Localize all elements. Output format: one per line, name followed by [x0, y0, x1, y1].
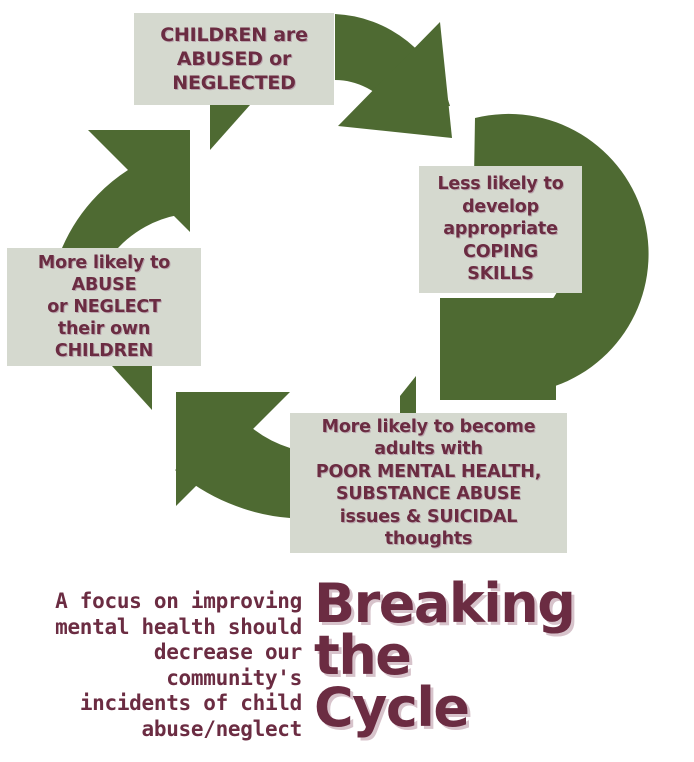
- step-text-line: Less likely to: [437, 174, 564, 195]
- step-text-line: COPING: [463, 241, 538, 262]
- focus-message-line: decrease our: [153, 640, 302, 664]
- focus-message: A focus on improving mental health shoul…: [55, 589, 302, 742]
- step-text-line: SKILLS: [467, 264, 534, 285]
- title-line: Breaking: [314, 572, 576, 635]
- arc-bottom-to-left: [175, 422, 290, 518]
- step-text-line: or NEGLECT: [47, 297, 161, 317]
- step-text-line: More likely to: [37, 253, 171, 273]
- step-text-line: CHILDREN: [54, 341, 154, 361]
- focus-message-line: mental health should: [55, 614, 302, 639]
- step-text-line: adults with: [374, 439, 483, 459]
- step-text-line: SUBSTANCE ABUSE: [335, 484, 522, 504]
- focus-message-line: abuse/neglect: [141, 716, 303, 741]
- arrowhead-bottom-to-left: [176, 392, 290, 506]
- tail-top: [210, 105, 250, 150]
- step-box-coping-skills: Less likely to develop appropriate COPIN…: [419, 166, 582, 293]
- arrowhead-top-to-right: [338, 22, 452, 138]
- arc-right-to-bottom: [474, 113, 649, 390]
- step-text-line: thoughts: [384, 529, 473, 549]
- step-box-poor-mental-health: More likely to become adults with POOR M…: [290, 413, 567, 553]
- title-line: Cycle: [314, 676, 470, 739]
- step-text-line: POOR MENTAL HEALTH,: [315, 461, 542, 482]
- focus-message-line: incidents of child: [79, 691, 302, 715]
- step-box-children-abused: CHILDREN are ABUSED or NEGLECTED: [134, 13, 334, 105]
- arrowhead-right-to-bottom: [440, 298, 556, 400]
- focus-message-line: A focus on improving: [55, 589, 302, 613]
- step-text-line: ABUSE: [71, 275, 137, 295]
- step-text-line: More likely to become: [321, 416, 536, 437]
- cycle-ring: [62, 14, 649, 518]
- step-text-line: CHILDREN are: [160, 24, 308, 46]
- step-text-line: appropriate: [443, 219, 558, 240]
- breaking-the-cycle-title: Breaking the Cycle: [314, 572, 576, 739]
- step-text-line: develop: [462, 196, 539, 217]
- step-text-line: ABUSED or: [176, 48, 292, 70]
- tail-bottom: [400, 376, 416, 413]
- tail-left: [112, 366, 152, 410]
- step-box-abuse-own-children: More likely to ABUSE or NEGLECT their ow…: [7, 248, 201, 366]
- focus-message-line: community's: [166, 665, 302, 690]
- arrowhead-left-to-top: [88, 130, 190, 232]
- step-text-line: NEGLECTED: [172, 72, 296, 94]
- step-text-line: their own: [57, 319, 151, 339]
- step-text-line: issues & SUICIDAL: [339, 506, 518, 527]
- title-line: the: [314, 624, 412, 687]
